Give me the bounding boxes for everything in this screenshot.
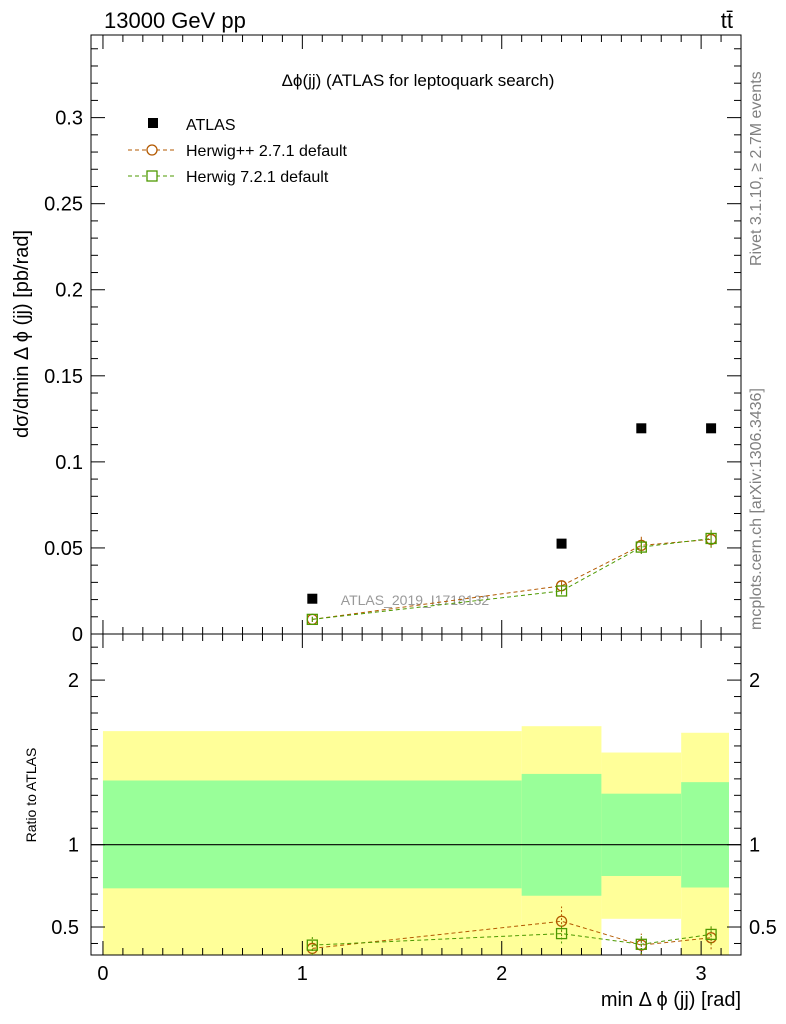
main-point-s2-0 — [306, 613, 318, 626]
main-ytick-label: 0.1 — [55, 452, 83, 474]
main-ytick-label: 0.3 — [55, 108, 83, 130]
main-point-s0-0 — [307, 593, 318, 604]
main-panel: Δϕ(jj) (ATLAS for leptoquark search) ATL… — [11, 34, 742, 646]
ratio-ytick-label: 1 — [68, 835, 79, 857]
main-point-s0-1 — [556, 538, 567, 549]
ratio-band-inner-3 — [681, 782, 729, 888]
ratio-xtick-label: 2 — [496, 963, 507, 985]
ratio-xtick-label: 1 — [297, 963, 308, 985]
legend-atlas-label: ATLAS — [186, 117, 236, 134]
ratio-ytick-label-right: 2 — [749, 670, 760, 692]
ratio-point-s1-2 — [635, 938, 647, 950]
main-ytick-label: 0 — [72, 624, 83, 646]
main-ytick-label: 0.15 — [44, 366, 83, 388]
ratio-xtick-label: 3 — [696, 963, 707, 985]
main-ytick-label: 0.25 — [44, 194, 83, 216]
main-point-s0-2 — [636, 423, 647, 434]
ratio-point-s1-0 — [306, 939, 318, 951]
ratio-y-axis-label: Ratio to ATLAS — [23, 748, 39, 843]
ratio-panel: Ratio to ATLAS 0.5 0.5 1 1 2 2 0 1 2 3 min Δ ϕ (j… — [23, 633, 777, 1011]
rivet-label: Rivet 3.1.10, ≥ 2.7M events — [748, 71, 765, 266]
main-axis-ticks: 0 0.05 0.1 0.15 0.2 0.25 0.3 — [44, 35, 742, 646]
legend-herwig7-marker — [146, 170, 158, 182]
ratio-point-s1-1 — [555, 927, 568, 940]
ratio-band-inner-0 — [102, 780, 522, 889]
main-ytick-label: 0.2 — [55, 280, 83, 302]
ratio-data-marks — [306, 906, 717, 955]
main-ytick-label: 0.05 — [44, 538, 83, 560]
main-point-s2-1 — [555, 585, 568, 597]
process-label: tt̄ — [721, 8, 733, 33]
ratio-ytick-label-right: 1 — [749, 835, 760, 857]
legend-atlas-marker — [148, 118, 158, 128]
ratio-point-s1-3 — [705, 928, 717, 941]
main-series-line-1 — [312, 538, 712, 620]
main-point-s2-2 — [635, 541, 647, 553]
main-point-s0-3 — [706, 423, 717, 434]
plot-title: Δϕ(jj) (ATLAS for leptoquark search) — [282, 71, 555, 90]
main-data-marks — [306, 423, 717, 626]
ratio-xtick-label: 0 — [97, 963, 108, 985]
main-y-axis-label: dσ/dmin Δ ϕ (jj) [pb/rad] — [11, 230, 33, 438]
ratio-axis-ticks: 0.5 0.5 1 1 2 2 0 1 2 3 — [51, 634, 777, 985]
ratio-ytick-label: 0.5 — [51, 917, 79, 939]
mcplots-label: mcplots.cern.ch [arXiv:1306.3436] — [748, 388, 765, 630]
main-series-line-2 — [312, 537, 712, 620]
main-point-s2-3 — [705, 532, 717, 545]
x-axis-label: min Δ ϕ (jj) [rad] — [601, 989, 741, 1011]
ratio-series-line-1 — [312, 933, 712, 946]
energy-label: 13000 GeV pp — [104, 8, 246, 33]
ratio-ytick-label: 2 — [68, 670, 79, 692]
legend-herwig7-label: Herwig 7.2.1 default — [186, 169, 329, 186]
ratio-band-inner-2 — [601, 793, 682, 876]
ratio-uncertainty-bands — [102, 726, 729, 955]
legend-herwigpp-label: Herwig++ 2.7.1 default — [186, 143, 348, 160]
ratio-ytick-label-right: 0.5 — [749, 917, 777, 939]
ratio-band-inner-1 — [521, 773, 602, 896]
analysis-watermark: ATLAS_2019_I1718132 — [341, 592, 490, 608]
ratio-frame — [90, 633, 742, 956]
legend-herwigpp-marker — [146, 144, 158, 156]
legend: ATLAS Herwig++ 2.7.1 default Herwig 7.2.… — [128, 117, 348, 186]
